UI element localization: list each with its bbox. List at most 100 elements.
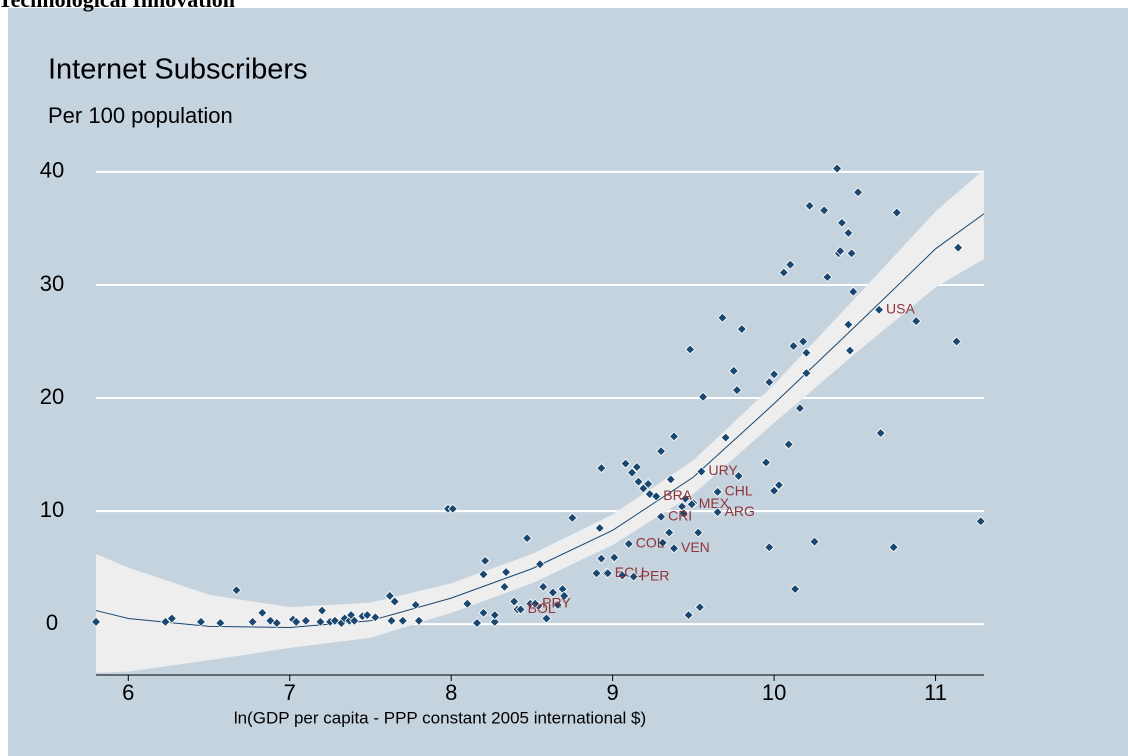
x-tick-label: 11 xyxy=(924,680,947,705)
data-point xyxy=(835,245,846,257)
data-point xyxy=(696,466,707,477)
point-label: BRA xyxy=(663,487,692,503)
data-point xyxy=(801,368,812,379)
y-tick-label: 0 xyxy=(46,610,58,635)
data-point xyxy=(617,570,628,581)
point-label: CHL xyxy=(725,483,753,499)
point-label: CRI xyxy=(668,507,692,523)
data-point xyxy=(680,493,691,504)
data-point xyxy=(265,615,276,626)
data-point xyxy=(733,470,744,482)
data-point xyxy=(397,615,408,626)
point-label: MEX xyxy=(699,495,730,511)
data-point xyxy=(257,607,268,618)
data-point xyxy=(764,377,775,388)
data-point xyxy=(522,533,533,544)
point-label: ARG xyxy=(725,503,755,519)
data-point xyxy=(609,552,620,563)
data-point xyxy=(717,312,728,323)
data-point xyxy=(651,491,662,502)
data-point xyxy=(626,467,638,478)
data-point xyxy=(271,617,282,629)
y-tick-label: 40 xyxy=(40,158,64,183)
data-point xyxy=(804,200,815,211)
data-point xyxy=(686,499,697,510)
chart-subtitle: Per 100 population xyxy=(48,103,233,128)
data-point xyxy=(951,336,962,347)
x-tick-label: 10 xyxy=(762,680,786,705)
data-point xyxy=(683,610,694,621)
y-tick-label: 20 xyxy=(40,384,64,409)
data-point xyxy=(559,590,570,601)
data-point xyxy=(166,613,177,624)
data-point xyxy=(778,267,789,278)
data-point xyxy=(764,542,775,553)
point-label: PER xyxy=(641,567,670,583)
data-point xyxy=(628,571,639,582)
y-tick-label: 30 xyxy=(40,271,64,296)
data-point xyxy=(728,365,739,376)
data-point xyxy=(90,616,102,627)
data-point xyxy=(822,271,833,283)
data-point xyxy=(478,569,489,580)
data-point xyxy=(875,428,886,439)
data-point xyxy=(410,599,421,610)
data-point xyxy=(195,616,207,627)
data-point xyxy=(530,598,541,609)
data-point xyxy=(541,613,552,624)
data-point xyxy=(471,617,483,629)
x-tick-label: 8 xyxy=(445,680,457,705)
data-point xyxy=(300,615,311,626)
data-point xyxy=(370,612,381,623)
data-point xyxy=(891,207,902,218)
data-point xyxy=(329,615,341,626)
data-point xyxy=(534,559,546,570)
data-point xyxy=(349,615,360,626)
data-point xyxy=(291,616,302,627)
data-point xyxy=(631,461,642,473)
data-point xyxy=(832,163,843,174)
point-label: VEN xyxy=(681,539,710,555)
data-point xyxy=(668,543,680,554)
data-point xyxy=(975,516,986,527)
data-point xyxy=(731,385,743,396)
data-point xyxy=(819,205,830,216)
data-point xyxy=(362,610,373,621)
data-point xyxy=(656,511,667,522)
data-point xyxy=(911,316,922,327)
data-point xyxy=(790,584,801,595)
data-point xyxy=(384,590,395,601)
data-point xyxy=(620,458,631,469)
data-point xyxy=(712,507,723,518)
data-point xyxy=(515,604,526,615)
data-point xyxy=(678,508,689,519)
data-point xyxy=(231,585,242,596)
data-point xyxy=(953,242,964,253)
data-point xyxy=(596,553,607,564)
data-point xyxy=(801,347,812,358)
confidence-band xyxy=(96,169,984,673)
data-point xyxy=(594,522,605,534)
point-label: URY xyxy=(708,462,738,478)
data-point xyxy=(736,323,747,335)
data-point xyxy=(685,344,696,355)
data-point xyxy=(773,480,785,491)
point-label: PRY xyxy=(542,594,571,610)
data-point xyxy=(447,503,458,514)
page-header: Technological Innovation xyxy=(0,0,235,12)
data-point xyxy=(386,615,397,626)
data-point xyxy=(694,602,705,613)
data-point xyxy=(316,605,328,616)
x-axis-label: ln(GDP per capita - PPP constant 2005 in… xyxy=(234,708,646,727)
data-point xyxy=(783,439,794,450)
data-point xyxy=(499,581,510,592)
data-point xyxy=(760,457,772,468)
data-point xyxy=(591,568,602,579)
data-point xyxy=(665,474,676,485)
data-point xyxy=(602,568,613,579)
data-point xyxy=(489,610,500,621)
data-point xyxy=(852,187,864,198)
data-point xyxy=(693,527,704,538)
data-point xyxy=(888,542,899,553)
point-label: COL xyxy=(636,535,665,551)
